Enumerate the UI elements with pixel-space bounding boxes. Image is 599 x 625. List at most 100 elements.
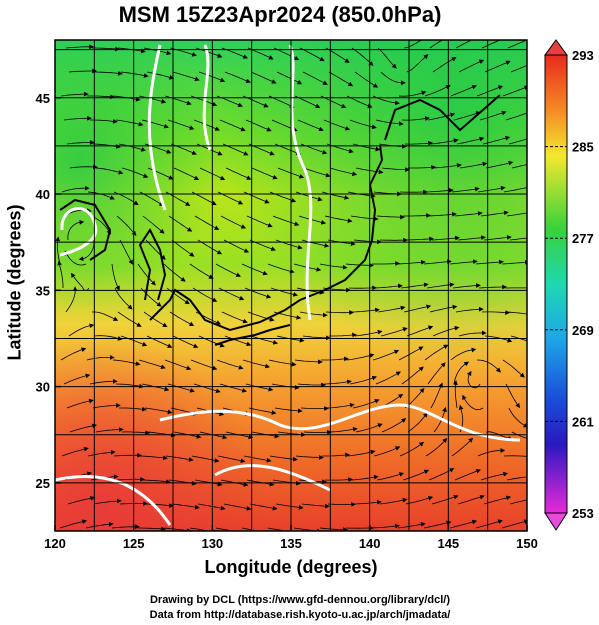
streamline	[481, 40, 508, 49]
streamline	[250, 335, 279, 345]
streamline	[400, 282, 429, 289]
streamline	[167, 119, 195, 130]
streamline	[55, 236, 61, 265]
streamline	[199, 167, 226, 181]
streamline	[144, 407, 173, 415]
streamline	[403, 304, 432, 313]
streamline	[116, 477, 145, 482]
streamline	[427, 362, 446, 385]
streamline	[324, 215, 353, 224]
streamline	[326, 143, 354, 154]
streamline	[64, 250, 87, 266]
streamline	[456, 136, 485, 145]
streamline	[66, 398, 94, 409]
streamline	[329, 332, 357, 338]
streamline	[191, 455, 220, 463]
streamline	[85, 521, 114, 529]
x-tick-label: 150	[516, 536, 538, 551]
x-tick-label: 135	[280, 536, 302, 551]
streamline	[119, 239, 133, 265]
x-tick-label: 140	[359, 536, 381, 551]
streamline	[484, 60, 511, 73]
colorbar-tick-label: 269	[572, 323, 594, 338]
streamline	[508, 138, 527, 145]
streamline	[509, 499, 527, 505]
streamline	[215, 263, 241, 277]
streamline	[146, 335, 173, 348]
streamline	[376, 214, 406, 220]
streamline	[347, 449, 376, 457]
streamline	[250, 71, 277, 84]
streamline	[190, 359, 218, 371]
streamline	[274, 407, 303, 414]
streamline	[430, 382, 443, 409]
streamline	[430, 138, 459, 145]
streamline	[251, 167, 278, 180]
streamline	[189, 527, 218, 531]
x-tick-label: 145	[437, 536, 459, 551]
streamline	[402, 469, 430, 481]
streamline	[459, 161, 488, 169]
streamline	[377, 305, 406, 313]
streamline	[138, 359, 166, 370]
streamline	[138, 526, 166, 531]
streamline	[379, 497, 408, 505]
streamline	[425, 437, 448, 457]
streamline	[429, 304, 458, 313]
streamline	[302, 335, 331, 341]
streamline	[506, 476, 527, 481]
streamline	[67, 220, 85, 241]
x-tick-label: 120	[44, 536, 66, 551]
credit-drawing: Drawing by DCL (https://www.gfd-dennou.o…	[149, 594, 451, 606]
streamline	[475, 259, 504, 265]
streamline	[299, 311, 328, 318]
y-tick-label: 35	[36, 283, 50, 298]
streamline	[244, 287, 272, 299]
streamline	[462, 394, 484, 411]
streamline	[397, 259, 426, 265]
streamline	[302, 71, 328, 85]
streamline	[301, 239, 330, 248]
streamline	[380, 327, 408, 337]
streamline	[169, 311, 195, 327]
streamline	[68, 68, 97, 74]
streamline	[319, 263, 348, 270]
streamline	[145, 503, 174, 508]
streamline	[139, 455, 168, 461]
streamline	[275, 239, 303, 250]
streamline	[142, 479, 171, 484]
streamline	[169, 47, 197, 57]
streamline	[398, 346, 424, 361]
streamline	[219, 383, 248, 393]
streamline	[431, 494, 459, 505]
colorbar-tick-label: 253	[572, 506, 594, 521]
streamline	[111, 263, 120, 291]
streamline	[115, 383, 144, 389]
streamline	[121, 430, 150, 436]
streamline	[507, 40, 527, 49]
streamline	[346, 353, 375, 361]
streamline	[433, 406, 447, 433]
streamline	[427, 112, 456, 121]
streamline	[141, 119, 169, 129]
streamline	[371, 523, 400, 529]
streamline	[246, 215, 273, 228]
streamline	[506, 212, 527, 217]
streamline	[451, 437, 474, 457]
streamline	[92, 46, 120, 52]
y-axis-label: Latitude (degrees)	[4, 204, 25, 361]
streamline	[92, 403, 121, 409]
streamline	[407, 412, 428, 433]
colorbar: 293 285 277 269 261 253	[544, 39, 594, 531]
streamline	[248, 407, 277, 415]
streamline	[431, 235, 460, 241]
streamline	[189, 263, 214, 279]
streamline	[405, 495, 434, 505]
streamline	[405, 236, 434, 242]
streamline	[120, 335, 148, 347]
y-tick-label: 30	[36, 380, 50, 395]
streamline	[381, 418, 407, 433]
streamline	[510, 335, 527, 342]
streamline	[146, 71, 175, 80]
